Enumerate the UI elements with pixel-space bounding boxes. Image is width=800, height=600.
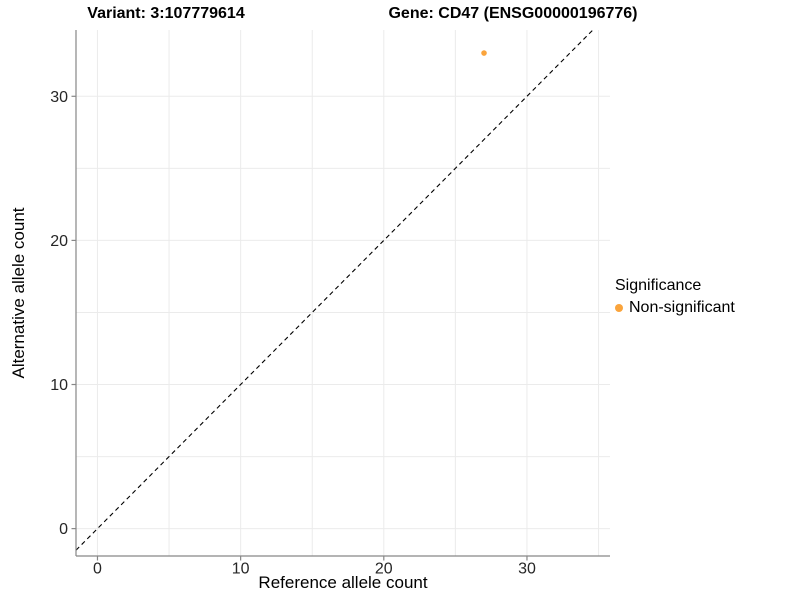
legend-entry: Non-significant: [615, 299, 735, 317]
plot-title-variant: Variant: 3:107779614: [87, 5, 245, 22]
x-tick-label: 30: [518, 561, 536, 578]
x-tick-label: 0: [93, 561, 102, 578]
identity-line: [75, 29, 594, 551]
x-tick-label: 20: [375, 561, 393, 578]
y-tick-label: 10: [50, 377, 68, 394]
x-tick-label: 10: [232, 561, 250, 578]
legend-title: Significance: [615, 277, 702, 294]
x-axis-title: Reference allele count: [258, 573, 428, 592]
legend: Significance Non-significant: [615, 276, 735, 317]
y-tick-label: 0: [59, 521, 68, 538]
data-point: [481, 50, 487, 56]
y-tick-label: 30: [50, 89, 68, 106]
y-tick-label: 20: [50, 233, 68, 250]
legend-key-dot-icon: [615, 304, 623, 312]
y-axis-title: Alternative allele count: [9, 207, 28, 379]
plot-title-gene: Gene: CD47 (ENSG00000196776): [388, 5, 638, 22]
legend-entry-label: Non-significant: [629, 299, 735, 316]
